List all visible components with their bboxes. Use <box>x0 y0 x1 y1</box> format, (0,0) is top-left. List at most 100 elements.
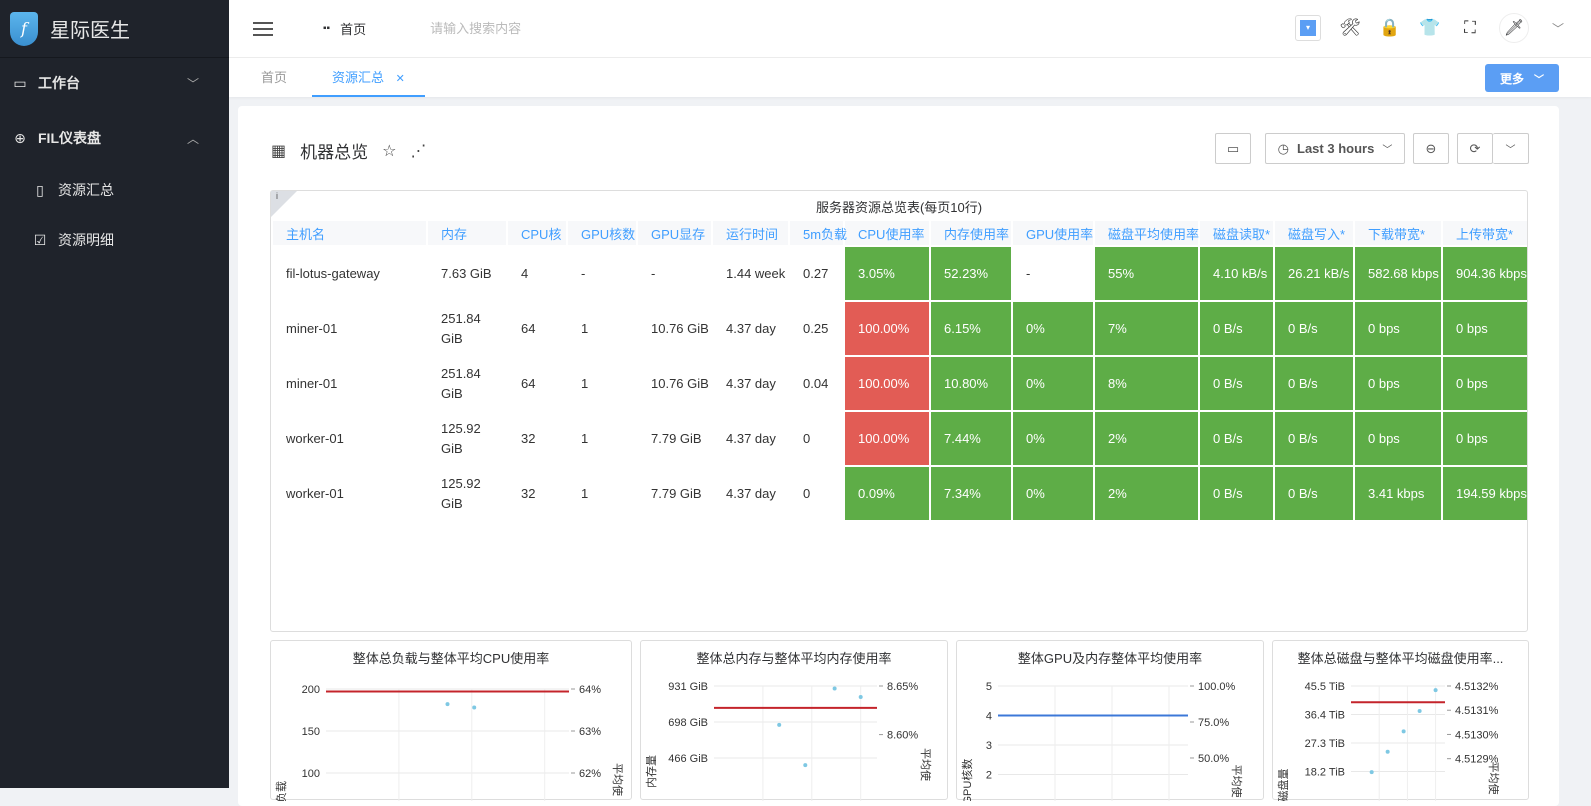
book-icon: ▯ <box>36 181 44 198</box>
table-cell: miner-01 <box>286 375 338 391</box>
column-header[interactable]: 5m负载 <box>790 221 847 245</box>
checklist-icon: ☑ <box>33 231 47 248</box>
table-cell: fil-lotus-gateway <box>286 265 380 281</box>
search-input[interactable] <box>430 21 631 36</box>
sidebar-item-fil-dashboard[interactable]: ⊕ FIL仪表盘 ︿ <box>0 110 229 166</box>
y2-axis-label: 平均使 <box>1230 765 1243 798</box>
data-point <box>472 705 477 710</box>
table-cell: 2% <box>1095 467 1198 520</box>
y-tick-label: 698 GiB <box>668 717 708 729</box>
chart-svg: 931 GiB 698 GiB 466 GiB 8.65% 8.60% 内存量 平均使 <box>644 681 932 801</box>
refresh-button[interactable]: ⟳ <box>1457 133 1493 164</box>
table-cell: 0% <box>1013 467 1093 520</box>
resource-table-panel: i 服务器资源总览表(每页10行) 主机名 内存 CPU核 GPU核数 GPU显存 运行时… <box>270 190 1528 632</box>
y-tick-label: 466 GiB <box>668 753 708 765</box>
column-header[interactable]: CPU使用率 <box>845 221 929 245</box>
y-axis-label: 负载 <box>274 781 288 801</box>
data-point <box>803 763 808 768</box>
y-axis-label: GPU核数 <box>960 759 974 801</box>
column-header[interactable]: GPU显存 <box>638 221 711 245</box>
table-cell: 100.00% <box>845 412 929 465</box>
page-title: 机器总览 <box>300 143 369 162</box>
table-row: miner-01 251.84 GiB 64 1 10.76 GiB 4.37 day 0.… <box>273 302 1527 355</box>
table-cell: 904.36 kbps <box>1443 247 1527 300</box>
table-cell: 0 B/s <box>1200 357 1273 410</box>
sidebar-item-resource-detail[interactable]: ☑ 资源明细 <box>0 212 229 268</box>
close-icon[interactable]: ✕ <box>395 73 405 85</box>
info-corner[interactable]: i <box>271 191 297 217</box>
table-cell: 4.37 day <box>726 485 776 501</box>
column-header[interactable]: GPU核数 <box>568 221 636 245</box>
table-cell: 10.76 GiB <box>651 320 709 336</box>
table-cell: 7.44% <box>931 412 1011 465</box>
star-icon[interactable]: ☆ <box>382 142 397 160</box>
tab-home[interactable]: 首页 <box>261 70 288 85</box>
table-cell: worker-01 <box>286 485 344 501</box>
table-cell: 0% <box>1013 357 1093 410</box>
home-link[interactable]: ▪▪ 首页 <box>323 19 366 38</box>
tools-icon[interactable]: 🛠 <box>1339 18 1361 37</box>
refresh-interval-dropdown[interactable]: ﹀ <box>1493 133 1529 164</box>
y-tick-label: 3 <box>986 740 992 752</box>
table-cell: 251.84 GiB <box>441 365 481 401</box>
theme-color-picker[interactable]: ▾ <box>1295 15 1321 41</box>
avatar[interactable]: 🗡 <box>1499 13 1529 43</box>
table-cell: 7% <box>1095 302 1198 355</box>
tv-mode-button[interactable]: ▭ <box>1215 133 1251 164</box>
zoom-out-button[interactable]: ⊖ <box>1413 133 1449 164</box>
column-header[interactable]: 上传带宽* <box>1443 221 1527 245</box>
table-cell: 0 B/s <box>1200 302 1273 355</box>
table-cell: 10.80% <box>931 357 1011 410</box>
tab-resource-summary[interactable]: 资源汇总 ✕ <box>312 58 425 97</box>
column-header[interactable]: 运行时间 <box>713 221 788 245</box>
y-tick-label: 2 <box>986 770 992 782</box>
lock-icon[interactable]: 🔒 <box>1379 18 1401 37</box>
table-cell: 0 bps <box>1443 357 1527 410</box>
monitor-icon: ▭ <box>1226 140 1240 156</box>
data-point <box>445 702 450 707</box>
column-header[interactable]: GPU使用率 <box>1013 221 1093 245</box>
chevron-down-icon: ﹀ <box>1534 74 1544 86</box>
y2-tick-label: 62% <box>579 768 601 780</box>
y2-tick-label: 75.0% <box>1198 717 1229 729</box>
y2-tick-label: 64% <box>579 684 601 696</box>
chevron-up-icon: ︿ <box>186 131 199 146</box>
chevron-down-icon: ▾ <box>1300 20 1316 36</box>
chart-title: 整体总磁盘与整体平均磁盘使用率... <box>1297 651 1504 666</box>
sidebar: f 星际医生 ▭ 工作台 ﹀ ⊕ FIL仪表盘 ︿ ▯ 资源汇总 ☑ 资源明细 <box>0 0 229 788</box>
time-range-picker[interactable]: ◷ Last 3 hours ﹀ <box>1265 133 1405 164</box>
more-button[interactable]: 更多 ﹀ <box>1485 64 1559 92</box>
column-header[interactable]: 磁盘读取* <box>1200 221 1273 245</box>
column-header[interactable]: 内存使用率 <box>931 221 1011 245</box>
tab-label: 资源汇总 <box>332 70 385 85</box>
table-cell: 0 B/s <box>1275 357 1353 410</box>
y2-tick-label: 50.0% <box>1198 753 1229 765</box>
chevron-down-icon[interactable]: ﹀ <box>1551 21 1564 36</box>
column-header[interactable]: 主机名 <box>273 221 426 245</box>
table-cell: 100.00% <box>845 302 929 355</box>
y-tick-label: 5 <box>986 681 992 693</box>
sidebar-item-label: 资源汇总 <box>58 182 114 198</box>
y-tick-label: 27.3 TiB <box>1305 738 1345 750</box>
table-cell: 0 B/s <box>1275 302 1353 355</box>
fullscreen-icon[interactable]: ⛶ <box>1464 18 1476 37</box>
column-header[interactable]: 磁盘写入* <box>1275 221 1353 245</box>
column-header[interactable]: 磁盘平均使用率 <box>1095 221 1199 245</box>
y-axis-label: 磁盘量 <box>1276 769 1290 802</box>
data-point <box>777 722 782 727</box>
chart-svg: 45.5 TiB 36.4 TiB 27.3 TiB 18.2 TiB 4.5132% 4… <box>1276 681 1500 802</box>
monitor-icon: ▭ <box>13 74 27 91</box>
column-header[interactable]: CPU核 <box>508 221 566 245</box>
tshirt-icon[interactable]: 👕 <box>1419 18 1441 37</box>
sidebar-item-resource-summary[interactable]: ▯ 资源汇总 <box>0 162 229 218</box>
column-header[interactable]: 内存 <box>428 221 506 245</box>
column-header[interactable]: 下载带宽* <box>1355 221 1441 245</box>
table-cell: 52.23% <box>931 247 1011 300</box>
data-point <box>858 694 863 699</box>
data-point <box>1433 688 1438 693</box>
hamburger-menu-icon[interactable] <box>253 18 273 40</box>
share-icon[interactable]: ⋰ <box>410 142 427 160</box>
sidebar-item-workbench[interactable]: ▭ 工作台 ﹀ <box>0 55 229 111</box>
logo[interactable]: f 星际医生 <box>0 0 229 58</box>
table-cell: 2% <box>1095 412 1198 465</box>
